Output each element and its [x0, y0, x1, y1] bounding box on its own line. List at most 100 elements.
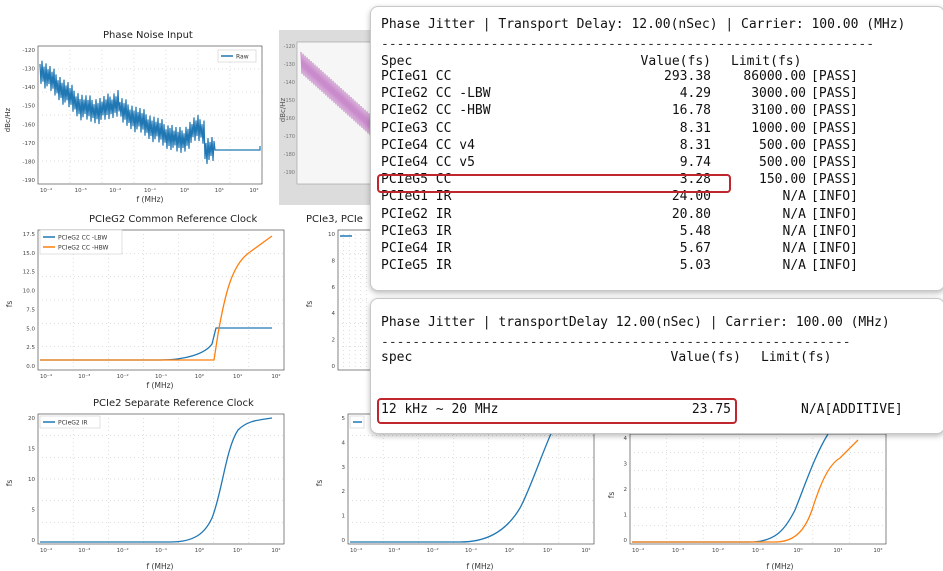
y-tick-label: 5 — [342, 416, 346, 422]
cell-limit: N/A — [782, 258, 806, 274]
x-tick-label: 10⁻⁴ — [40, 187, 53, 194]
y-tick-label: 0.0 — [26, 364, 35, 370]
y-tick-label: -120 — [23, 48, 36, 54]
y-tick-label: 4 — [332, 311, 336, 317]
x-tick-label: 10⁰ — [180, 187, 190, 194]
y-tick-label: 3 — [624, 462, 628, 468]
y-tick-label: -150 — [284, 98, 295, 104]
pcie2-separate-title: PCIe2 Separate Reference Clock — [93, 398, 254, 409]
x-tick-label: 10² — [271, 373, 280, 380]
y-tick-label: 17.5 — [23, 232, 36, 238]
additive-jitter-panel: Phase Jitter | transportDelay 12.00(nSec… — [370, 298, 943, 434]
y-tick-label: 3 — [342, 465, 346, 471]
cell-value: 16.78 — [671, 103, 711, 119]
cell-limit: 3000.00 — [751, 86, 806, 102]
pcie3-common-title: PCIe3, PCIe — [306, 214, 363, 225]
x-tick-label: 10⁻⁴ — [40, 547, 53, 554]
y-tick-label: -170 — [284, 134, 295, 140]
cell-status: [INFO] — [811, 241, 858, 256]
cell-value: 5.48 — [679, 223, 711, 239]
additive-value: 23.75 — [691, 402, 731, 417]
cell-spec: PCIeG1 CC — [381, 69, 452, 84]
additive-row: 12 kHz ~ 20 MHz 23.75 N/A[ADDITIVE] — [381, 403, 941, 416]
y-tick-label: 0 — [342, 538, 346, 544]
y-tick-label: -130 — [284, 62, 295, 68]
pcie3-separate-plot: 5 4 3 2 1 0 10⁻⁴ 10⁻³ 10⁻² 10⁻¹ 10⁰ 10¹ 10² fs f (MH… — [315, 413, 595, 571]
raw-noise-series — [39, 60, 261, 165]
y-tick-label: 15.0 — [23, 251, 36, 257]
y-tick-label: 0 — [624, 538, 628, 544]
phase-jitter-panel: Phase Jitter | Transport Delay: 12.00(nS… — [370, 6, 943, 291]
y-tick-label: 10.0 — [23, 289, 36, 295]
panel-divider: ----------------------------------------… — [381, 37, 875, 52]
table-row: PCIeG5 IR 5.03 N/A [INFO] — [381, 259, 941, 272]
y-tick-label: 7.5 — [26, 307, 35, 313]
svg-text:fs: fs — [305, 301, 314, 308]
legend-ir: PCIeG2 IR — [58, 420, 88, 427]
cell-value: 8.31 — [679, 137, 711, 153]
pcie2-common-title: PCIeG2 Common Reference Clock — [89, 214, 258, 225]
cell-status: [PASS] — [811, 172, 858, 188]
x-tick-label: 10⁻⁴ — [40, 373, 53, 380]
x-tick-label: 10⁻¹ — [155, 373, 167, 380]
cell-spec: PCIeG2 CC -HBW — [381, 103, 491, 119]
ir-g4-series — [632, 433, 829, 543]
cell-value: 5.67 — [679, 241, 711, 256]
gray-plot: -120 -130 -140 -150 -160 -170 -180 -190 dBc/Hz — [279, 41, 371, 185]
y-tick-label: 8 — [332, 258, 336, 264]
cell-limit: N/A — [782, 223, 806, 239]
y-tick-label: 10 — [328, 232, 335, 238]
y-tick-label: -160 — [284, 116, 295, 122]
table-row: PCIeG4 CC v5 9.74 500.00 [PASS] — [381, 156, 941, 169]
y-tick-label: 2 — [624, 487, 628, 493]
cell-limit: N/A — [782, 189, 806, 205]
cell-limit: 1000.00 — [751, 120, 806, 136]
x-tick-label: 10⁻¹ — [752, 547, 764, 554]
table-row: PCIeG4 CC v4 8.31 500.00 [PASS] — [381, 139, 941, 152]
cell-value: 5.03 — [679, 258, 711, 274]
x-tick-label: 10¹ — [215, 187, 224, 194]
y-tick-label: 1 — [342, 514, 346, 520]
y-tick-label: 15 — [28, 447, 35, 453]
svg-text:fs: fs — [607, 492, 616, 499]
x-tick-label: 10⁻¹ — [465, 547, 477, 554]
additive-highlight — [377, 398, 737, 424]
legend-hbw: PCIeG2 CC -HBW — [58, 245, 109, 252]
svg-text:fs: fs — [5, 301, 14, 308]
hbw-series — [40, 235, 273, 361]
x-tick-label: 10⁻² — [712, 547, 724, 554]
cell-status: [PASS] — [811, 137, 858, 153]
cell-spec: PCIeG5 IR — [381, 258, 452, 274]
additive-limit: N/A[ADDITIVE] — [801, 402, 903, 417]
svg-text:f (MHz): f (MHz) — [147, 562, 174, 571]
cell-spec: PCIeG4 CC v5 — [381, 155, 475, 170]
ir-g5-series — [632, 439, 859, 543]
cell-value: 3.28 — [679, 172, 711, 188]
phase-noise-legend — [217, 49, 257, 63]
y-tick-label: 4 — [342, 440, 346, 446]
phase-noise-legend-label: Raw — [236, 54, 249, 61]
x-tick-label: 10⁰ — [793, 547, 803, 554]
cell-status: [INFO] — [811, 223, 858, 239]
y-tick-label: 10 — [28, 477, 35, 483]
x-tick-label: 10⁻³ — [78, 373, 90, 380]
cell-value: 8.31 — [679, 120, 711, 136]
x-tick-label: 10⁻⁴ — [350, 547, 363, 554]
y-tick-label: 2 — [332, 338, 336, 344]
cell-status: [PASS] — [811, 103, 858, 119]
panel2-header: Phase Jitter | transportDelay 12.00(nSec… — [381, 315, 890, 330]
purple-noise-series — [300, 51, 371, 136]
x-tick-label: 10⁰ — [505, 547, 515, 554]
cell-limit: N/A — [782, 241, 806, 256]
pcie2-common-legend — [39, 229, 123, 255]
svg-text:fs: fs — [315, 480, 324, 487]
y-tick-label: 0 — [32, 538, 36, 544]
cell-spec: PCIeG4 CC v4 — [381, 137, 475, 153]
y-tick-label: -180 — [284, 152, 295, 158]
cell-spec: PCIeG4 IR — [381, 241, 452, 256]
y-tick-label: 4 — [624, 436, 628, 442]
cell-spec: PCIeG2 CC -LBW — [381, 86, 491, 102]
cell-limit: 500.00 — [759, 137, 806, 153]
x-tick-label: 10⁻³ — [672, 547, 684, 554]
table-row: PCIeG1 IR 24.00 N/A [INFO] — [381, 190, 941, 203]
